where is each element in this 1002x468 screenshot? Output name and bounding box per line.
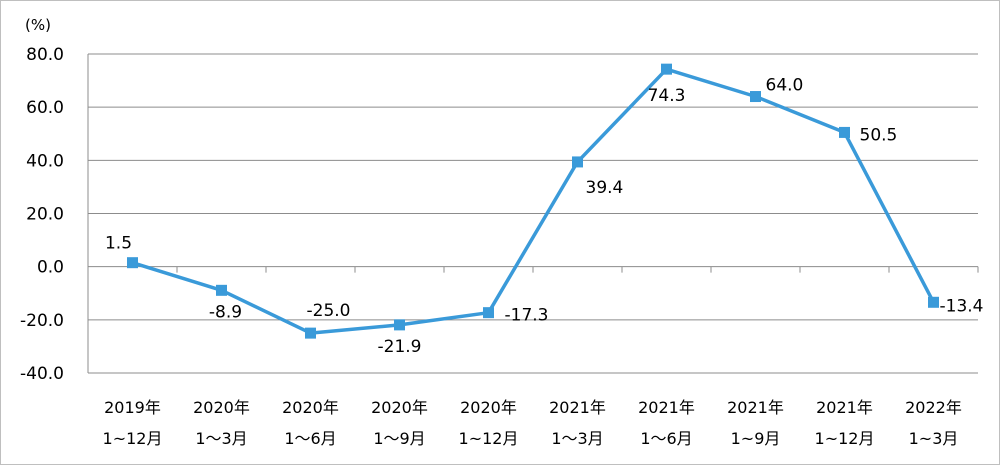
axes: [87, 54, 979, 373]
x-tick-label-period: 1～9月: [373, 429, 425, 448]
data-point-marker: [661, 63, 672, 75]
x-tick-labels: 2019年 1~12月 2020年 1～3月 2020年 1～6月 2020年 1～9月 202…: [103, 398, 962, 448]
data-point-marker: [928, 296, 939, 308]
y-tick-label: 0.0: [37, 258, 64, 278]
x-tick-label-period: 1~3月: [909, 429, 959, 448]
series-polyline: [131, 67, 936, 335]
x-tick-label-year: 2020年: [460, 398, 517, 417]
data-point-marker: [483, 307, 494, 319]
x-tick-label-period: 1~12月: [103, 429, 163, 448]
data-label: -21.9: [378, 337, 422, 357]
data-label: -17.3: [505, 306, 549, 326]
x-tick-label-year: 2021年: [816, 398, 873, 417]
data-label: -25.0: [307, 301, 351, 321]
data-label: 74.3: [648, 86, 686, 106]
data-point-marker: [839, 126, 850, 138]
x-tick-label-period: 1～6月: [640, 429, 692, 448]
data-point-marker: [127, 257, 138, 269]
data-point-marker: [305, 327, 316, 339]
data-label: 50.5: [860, 125, 898, 145]
y-tick-label: -40.0: [20, 364, 64, 384]
x-tick-label-year: 2021年: [727, 398, 784, 417]
x-tick-label-period: 1～3月: [551, 429, 603, 448]
x-tick-label-year: 2020年: [371, 398, 428, 417]
x-tick-label-period: 1～6月: [284, 429, 336, 448]
data-label: 39.4: [586, 178, 624, 198]
x-tick-label-year: 2021年: [638, 398, 695, 417]
series-line: [131, 67, 936, 335]
y-tick-label: 40.0: [26, 151, 64, 171]
data-point-marker: [216, 284, 227, 296]
y-tick-label: 80.0: [26, 45, 64, 65]
data-point-marker: [750, 91, 761, 103]
y-unit-label: (%): [25, 16, 51, 34]
data-points: [127, 63, 939, 339]
x-tick-label-period: 1～3月: [195, 429, 247, 448]
x-tick-label-year: 2019年: [104, 398, 161, 417]
x-tick-label-year: 2021年: [549, 398, 606, 417]
x-tick-label-year: 2020年: [193, 398, 250, 417]
y-tick-label: 60.0: [26, 98, 64, 118]
y-tick-label: -20.0: [20, 311, 64, 331]
x-tick-label-period: 1~12月: [459, 429, 519, 448]
data-point-marker: [394, 319, 405, 331]
data-label: 64.0: [766, 76, 804, 96]
data-label: -13.4: [940, 296, 984, 316]
x-tick-label-year: 2022年: [905, 398, 962, 417]
data-label: 1.5: [105, 234, 132, 254]
data-labels: 1.5 -8.9 -25.0 -21.9 -17.3 39.4 74.3 64.0 50.5 -1…: [105, 76, 984, 357]
y-tick-labels: -40.0 -20.0 0.0 20.0 40.0 60.0 80.0: [20, 45, 64, 384]
data-point-marker: [572, 156, 583, 168]
x-tick-label-period: 1~9月: [731, 429, 781, 448]
x-tick-label-year: 2020年: [282, 398, 339, 417]
y-tick-label: 20.0: [26, 205, 64, 225]
x-tick-label-period: 1~12月: [815, 429, 875, 448]
data-label: -8.9: [209, 302, 242, 322]
